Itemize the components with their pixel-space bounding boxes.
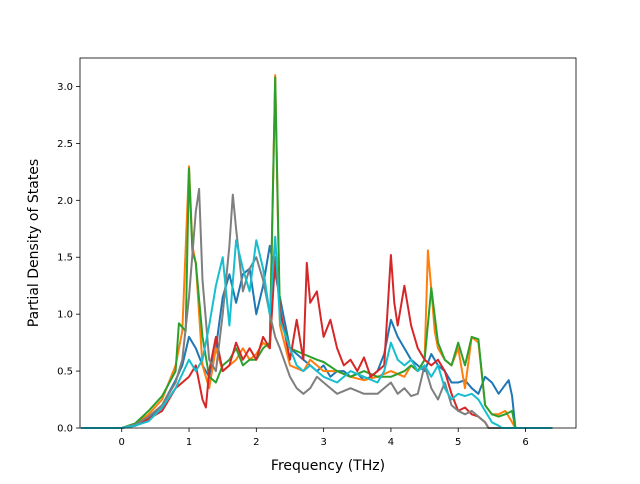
y-tick-label: 1.5 — [57, 253, 73, 264]
x-tick-label: 4 — [388, 437, 394, 448]
series-line-4 — [81, 254, 553, 429]
y-tick-label: 2.5 — [57, 139, 73, 150]
y-tick-label: 2.0 — [57, 196, 73, 207]
y-tick-label: 1.0 — [57, 310, 73, 321]
series-layer — [81, 74, 553, 429]
y-axis-label: Partial Density of States — [26, 159, 42, 327]
series-line-5 — [81, 187, 553, 429]
x-tick-label: 0 — [119, 437, 125, 448]
series-line-3 — [81, 76, 553, 429]
y-tick-label: 0.0 — [57, 424, 73, 435]
x-tick-label: 6 — [522, 437, 528, 448]
x-tick-label: 5 — [455, 437, 461, 448]
plot-area — [80, 58, 576, 428]
y-ticks: 0.0 0.5 1.0 1.5 2.0 2.5 3.0 — [57, 82, 80, 435]
x-tick-label: 3 — [320, 437, 326, 448]
x-tick-label: 2 — [253, 437, 259, 448]
series-line-6 — [81, 235, 553, 429]
x-tick-label: 1 — [186, 437, 192, 448]
x-ticks: 0 1 2 3 4 5 6 — [119, 428, 529, 448]
x-axis-label: Frequency (THz) — [271, 458, 385, 474]
y-tick-label: 3.0 — [57, 82, 73, 93]
y-tick-label: 0.5 — [57, 367, 73, 378]
plot-frame — [79, 57, 577, 429]
